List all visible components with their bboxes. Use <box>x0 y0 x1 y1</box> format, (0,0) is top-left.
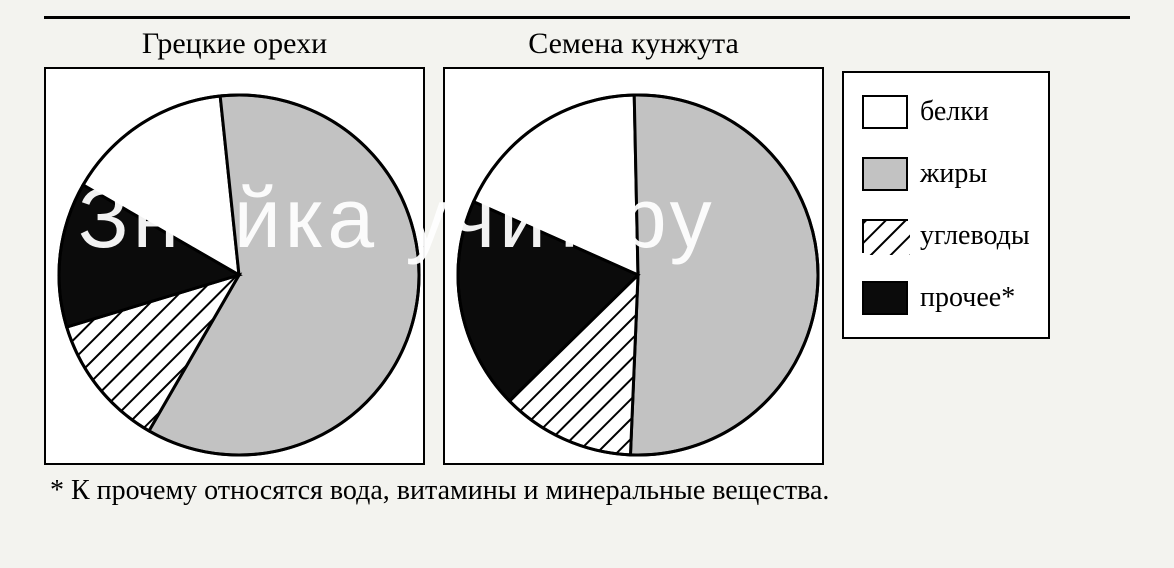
chart1-column: Грецкие орехи <box>44 27 425 465</box>
chart-row: Грецкие орехи Семена кунжута белки жиры уг… <box>44 27 1130 465</box>
legend-item: прочее* <box>862 281 1030 315</box>
chart2-panel <box>443 67 824 465</box>
chart1-panel <box>44 67 425 465</box>
horizontal-divider <box>44 16 1130 19</box>
legend-swatch <box>862 95 908 129</box>
legend-swatch <box>862 157 908 191</box>
chart2-column: Семена кунжута <box>443 27 824 465</box>
legend-swatch <box>862 281 908 315</box>
pie-slice-жиры <box>630 95 818 455</box>
chart2-title: Семена кунжута <box>443 27 824 61</box>
legend-item: белки <box>862 95 1030 129</box>
legend-item: углеводы <box>862 219 1030 253</box>
chart1-title: Грецкие орехи <box>44 27 425 61</box>
legend-label: жиры <box>920 158 987 190</box>
legend-label: углеводы <box>920 220 1030 252</box>
legend-swatch <box>862 219 908 253</box>
footnote-text: * К прочему относятся вода, витамины и м… <box>50 475 1130 507</box>
legend-panel: белки жиры углеводы прочее* <box>842 71 1050 339</box>
legend-item: жиры <box>862 157 1030 191</box>
legend-label: белки <box>920 96 989 128</box>
legend-label: прочее* <box>920 282 1015 314</box>
